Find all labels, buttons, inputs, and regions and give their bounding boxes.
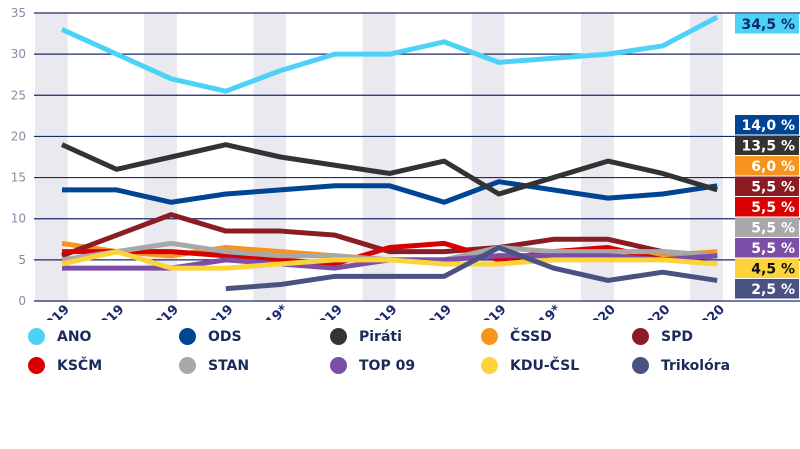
- x-tick-label: IV./2019: [75, 302, 127, 320]
- legend-item: STAN: [179, 357, 330, 374]
- x-tick-label: III./2020: [675, 302, 728, 320]
- y-tick-label: 35: [11, 6, 26, 20]
- end-value-label: 5,5 %: [751, 180, 795, 196]
- legend-marker: [481, 357, 498, 374]
- end-label-box: [735, 14, 799, 34]
- end-value-label: 5,5 %: [751, 200, 795, 216]
- end-value-label: 13,5 %: [742, 139, 795, 155]
- y-tick-label: 15: [11, 171, 26, 185]
- legend: ANO ODS Piráti ČSSD SPD KSČM STAN TOP 09 KDU-ČSL…: [28, 328, 798, 374]
- end-value-label: 14,0 %: [742, 118, 795, 134]
- y-tick-label: 5: [18, 253, 26, 267]
- x-tick-label: VII./2019*: [229, 302, 291, 320]
- legend-marker: [481, 328, 498, 345]
- end-value-label: 4,5 %: [751, 262, 795, 278]
- legend-label: ANO: [57, 328, 92, 345]
- end-label-box: [735, 258, 799, 278]
- series-line-KSČM: [62, 240, 718, 267]
- legend-item: TOP 09: [330, 357, 481, 374]
- legend-label: ČSSD: [510, 328, 552, 345]
- series-line-KDU-ČSL: [61, 249, 718, 271]
- legend-marker: [179, 328, 196, 345]
- end-value-label: 5,5 %: [751, 241, 795, 257]
- legend-item: ČSSD: [481, 328, 632, 345]
- legend-item: Trikolóra: [632, 357, 783, 374]
- series-line-Piráti: [60, 142, 718, 197]
- series-line-Trikolóra: [225, 245, 718, 292]
- end-label-box: [735, 135, 799, 155]
- x-tick-label: VI./2019: [183, 302, 237, 320]
- legend-item: ANO: [28, 328, 179, 345]
- end-value-label: 5,5 %: [751, 221, 795, 237]
- x-tick-label: XII./2019*: [502, 302, 564, 320]
- line-chart: 05101520253035III./2019IV./2019V./2019VI…: [11, 6, 800, 320]
- legend-item: KDU-ČSL: [481, 357, 632, 374]
- y-tick-label: 10: [11, 212, 26, 226]
- x-tick-label: XI./2019: [456, 302, 510, 320]
- end-label-box: [735, 238, 799, 258]
- end-value-label: 6,0 %: [751, 159, 795, 175]
- legend-item: SPD: [632, 328, 783, 345]
- end-label-box: [735, 197, 799, 217]
- legend-marker: [179, 357, 196, 374]
- legend-marker: [28, 328, 45, 345]
- end-label-box: [735, 279, 799, 299]
- x-tick-label: X./2019: [405, 302, 455, 320]
- x-tick-label: I./2020: [572, 302, 618, 320]
- end-label-box: [735, 156, 799, 176]
- x-tick-label: IX./2019: [347, 302, 401, 320]
- x-tick-label: VIII./2019: [285, 302, 345, 320]
- end-label-box: [735, 176, 799, 196]
- legend-label: KSČM: [57, 357, 103, 374]
- legend-marker: [632, 328, 649, 345]
- series-line-ANO: [60, 14, 719, 94]
- legend-marker: [330, 328, 347, 345]
- legend-marker: [632, 357, 649, 374]
- legend-item: KSČM: [28, 357, 179, 374]
- end-label-box: [735, 217, 799, 237]
- y-tick-label: 30: [11, 47, 26, 61]
- x-tick-label: III./2019: [20, 302, 73, 320]
- legend-item: Piráti: [330, 328, 481, 345]
- legend-label: ODS: [208, 328, 242, 345]
- series-line-ODS: [62, 179, 718, 205]
- y-tick-label: 20: [11, 129, 26, 143]
- legend-item: ODS: [179, 328, 330, 345]
- legend-label: Trikolóra: [661, 357, 731, 374]
- y-tick-label: 25: [11, 88, 26, 102]
- legend-label: SPD: [661, 328, 693, 345]
- end-label-box: [735, 115, 799, 135]
- legend-label: TOP 09: [359, 357, 416, 374]
- x-tick-label: V./2019: [133, 302, 182, 320]
- legend-marker: [330, 357, 347, 374]
- legend-label: STAN: [208, 357, 250, 374]
- legend-marker: [28, 357, 45, 374]
- end-value-label: 2,5 %: [751, 282, 795, 298]
- x-tick-label: II./2020: [624, 302, 674, 320]
- legend-label: Piráti: [359, 328, 402, 345]
- series-line-SPD: [61, 212, 718, 259]
- end-value-label: 34,5 %: [742, 17, 795, 33]
- legend-label: KDU-ČSL: [510, 357, 580, 374]
- y-tick-label: 0: [18, 294, 26, 308]
